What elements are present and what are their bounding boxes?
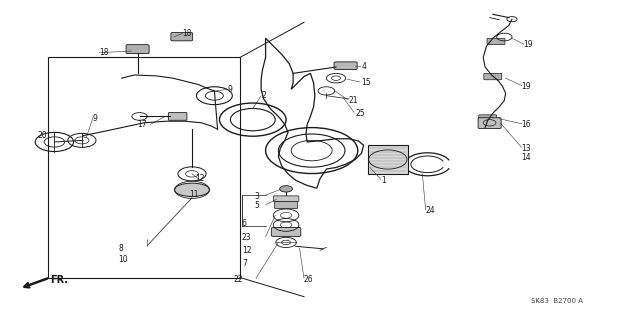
Text: SK83  B2700 A: SK83 B2700 A — [531, 299, 583, 304]
Text: 13: 13 — [522, 144, 531, 153]
FancyBboxPatch shape — [479, 115, 497, 121]
Text: 2: 2 — [261, 91, 266, 100]
Text: 8: 8 — [118, 244, 123, 253]
FancyBboxPatch shape — [368, 145, 408, 174]
FancyBboxPatch shape — [168, 113, 187, 120]
Text: 25: 25 — [355, 109, 365, 118]
FancyBboxPatch shape — [478, 118, 501, 129]
Circle shape — [280, 186, 292, 192]
Text: 20: 20 — [37, 131, 47, 140]
Text: 12: 12 — [195, 174, 205, 183]
Text: 19: 19 — [522, 82, 531, 91]
Text: 24: 24 — [426, 206, 435, 215]
Text: 1: 1 — [381, 176, 385, 185]
Text: 11: 11 — [189, 190, 198, 199]
Text: 18: 18 — [99, 48, 109, 57]
Text: 18: 18 — [182, 29, 192, 38]
FancyBboxPatch shape — [171, 33, 193, 41]
Text: 14: 14 — [522, 153, 531, 162]
FancyBboxPatch shape — [275, 202, 298, 209]
FancyBboxPatch shape — [334, 62, 357, 70]
Text: 3: 3 — [255, 192, 260, 201]
Text: 9: 9 — [93, 114, 98, 122]
Text: 6: 6 — [242, 219, 247, 228]
Text: 16: 16 — [522, 120, 531, 129]
Text: 5: 5 — [255, 201, 260, 210]
Ellipse shape — [174, 183, 210, 197]
FancyBboxPatch shape — [126, 45, 149, 54]
FancyBboxPatch shape — [484, 73, 502, 80]
Text: 23: 23 — [242, 233, 252, 242]
Text: 9: 9 — [227, 85, 232, 94]
Text: 7: 7 — [242, 259, 247, 268]
FancyBboxPatch shape — [273, 196, 299, 202]
Text: 22: 22 — [234, 275, 243, 284]
Text: 15: 15 — [362, 78, 371, 87]
FancyBboxPatch shape — [487, 38, 505, 45]
Text: 21: 21 — [349, 96, 358, 105]
Text: 17: 17 — [138, 120, 147, 129]
Text: 10: 10 — [118, 256, 128, 264]
Text: 12: 12 — [242, 246, 252, 255]
Text: FR.: FR. — [50, 275, 68, 285]
Text: 26: 26 — [304, 275, 314, 284]
Text: 4: 4 — [362, 63, 367, 71]
Text: 19: 19 — [524, 40, 533, 49]
FancyBboxPatch shape — [271, 227, 301, 236]
